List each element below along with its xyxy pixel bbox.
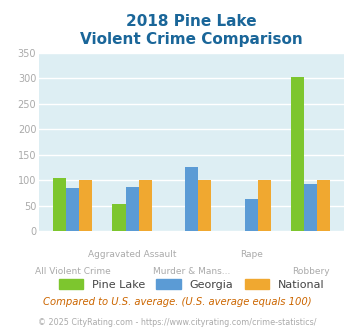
Bar <box>291 77 304 231</box>
Title: 2018 Pine Lake
Violent Crime Comparison: 2018 Pine Lake Violent Crime Comparison <box>80 14 303 48</box>
Bar <box>198 180 211 231</box>
Text: Aggravated Assault: Aggravated Assault <box>88 250 176 259</box>
Bar <box>79 180 92 231</box>
Bar <box>113 204 126 231</box>
Bar <box>317 180 331 231</box>
Legend: Pine Lake, Georgia, National: Pine Lake, Georgia, National <box>55 276 328 293</box>
Text: © 2025 CityRating.com - https://www.cityrating.com/crime-statistics/: © 2025 CityRating.com - https://www.city… <box>38 318 317 327</box>
Bar <box>66 188 79 231</box>
Text: Robbery: Robbery <box>292 267 330 276</box>
Bar <box>304 184 317 231</box>
Bar <box>126 187 139 231</box>
Bar <box>245 199 258 231</box>
Text: All Violent Crime: All Violent Crime <box>35 267 110 276</box>
Bar <box>139 180 152 231</box>
Bar <box>53 178 66 231</box>
Text: Compared to U.S. average. (U.S. average equals 100): Compared to U.S. average. (U.S. average … <box>43 297 312 307</box>
Text: Rape: Rape <box>240 250 263 259</box>
Bar <box>258 180 271 231</box>
Text: Murder & Mans...: Murder & Mans... <box>153 267 230 276</box>
Bar <box>185 167 198 231</box>
